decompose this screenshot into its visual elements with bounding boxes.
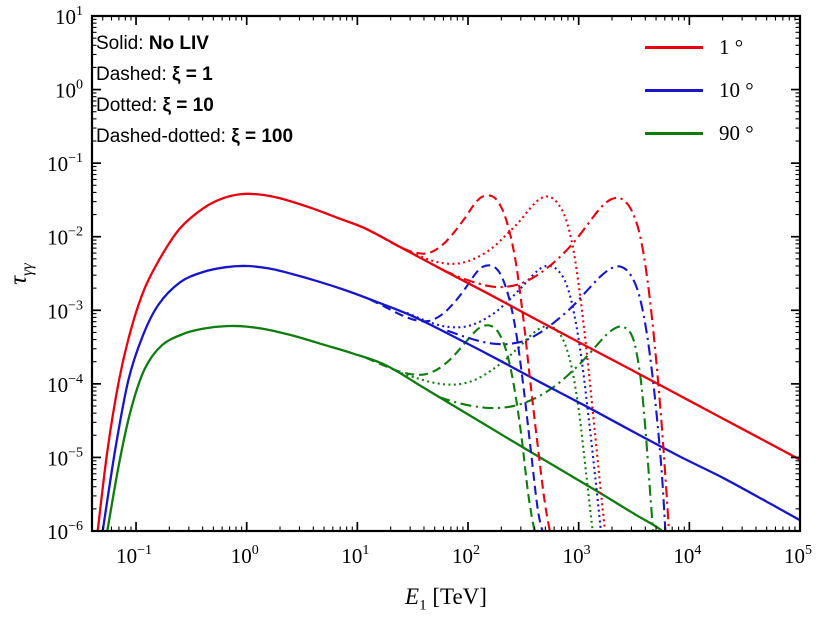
x-axis-subscript: 1 bbox=[419, 597, 427, 614]
annotation-value: ξ = 1 bbox=[172, 64, 213, 85]
x-tick-label: 103 bbox=[563, 543, 591, 568]
curve-blue-dashdot bbox=[446, 265, 667, 531]
legend-line-blue bbox=[645, 89, 703, 92]
annotation-value: ξ = 10 bbox=[162, 95, 214, 116]
x-tick-label: 10−1 bbox=[116, 543, 152, 568]
curve-green-dashdot bbox=[438, 325, 655, 531]
curve-blue-dotted bbox=[406, 264, 602, 531]
legend-label: 10 ° bbox=[719, 78, 754, 102]
y-axis-subscript: γγ bbox=[19, 263, 36, 276]
legend-line-red bbox=[645, 46, 703, 49]
x-tick-label: 101 bbox=[341, 543, 369, 568]
plot-frame bbox=[90, 14, 802, 533]
annotation-dotted: Dotted: ξ = 10 bbox=[96, 90, 293, 121]
annotation-prefix: Dotted: bbox=[96, 95, 163, 116]
y-tick-label: 101 bbox=[55, 4, 83, 29]
y-axis-title: τγγ bbox=[5, 219, 37, 329]
legend-label: 90 ° bbox=[719, 121, 754, 145]
annotation-dashed: Dashed: ξ = 1 bbox=[96, 59, 293, 90]
y-tick-label: 10−6 bbox=[47, 519, 83, 544]
legend: 1 ° 10 ° 90 ° bbox=[645, 26, 754, 155]
y-tick-label: 10−3 bbox=[47, 298, 83, 323]
x-tick-label: 100 bbox=[231, 543, 259, 568]
annotation-prefix: Solid: bbox=[96, 33, 149, 54]
curve-red-dotted bbox=[400, 195, 607, 531]
curve-blue-dashed bbox=[369, 264, 544, 531]
y-tick-label: 10−1 bbox=[47, 151, 83, 176]
y-tick-label: 10−4 bbox=[47, 372, 83, 397]
y-tick-label: 10−2 bbox=[47, 225, 83, 250]
annotation-solid: Solid: No LIV bbox=[96, 28, 293, 59]
y-axis-symbol: τ bbox=[5, 275, 32, 285]
annotation-value: No LIV bbox=[148, 33, 209, 54]
annotation-block: Solid: No LIV Dashed: ξ = 1 Dotted: ξ = … bbox=[96, 28, 293, 152]
x-axis-title: E1 [TeV] bbox=[306, 584, 586, 615]
y-tick-label: 100 bbox=[55, 78, 83, 103]
curve-red-dashdot bbox=[443, 196, 671, 531]
curve-red-dashed bbox=[365, 194, 551, 531]
annotation-prefix: Dashed: bbox=[96, 64, 173, 85]
x-axis-units: [TeV] bbox=[426, 584, 487, 609]
legend-label: 1 ° bbox=[719, 35, 744, 59]
annotation-prefix: Dashed-dotted: bbox=[96, 126, 232, 147]
curve-blue-solid bbox=[101, 264, 800, 531]
legend-item-10deg: 10 ° bbox=[645, 69, 754, 112]
y-tick-label: 10−5 bbox=[47, 445, 83, 470]
curve-green-solid bbox=[106, 324, 664, 531]
annotation-dashdot: Dashed-dotted: ξ = 100 bbox=[96, 121, 293, 152]
x-tick-label: 105 bbox=[784, 543, 812, 568]
curve-green-dashed bbox=[365, 324, 536, 531]
curve-green-dotted bbox=[401, 325, 594, 531]
annotation-value: ξ = 100 bbox=[231, 126, 294, 147]
legend-item-1deg: 1 ° bbox=[645, 26, 754, 69]
x-axis-symbol: E bbox=[405, 584, 420, 609]
x-tick-label: 104 bbox=[673, 543, 701, 568]
legend-line-green bbox=[645, 132, 703, 135]
curves bbox=[96, 192, 800, 531]
curve-red-solid bbox=[96, 192, 800, 531]
x-tick-label: 102 bbox=[452, 543, 480, 568]
legend-item-90deg: 90 ° bbox=[645, 112, 754, 155]
